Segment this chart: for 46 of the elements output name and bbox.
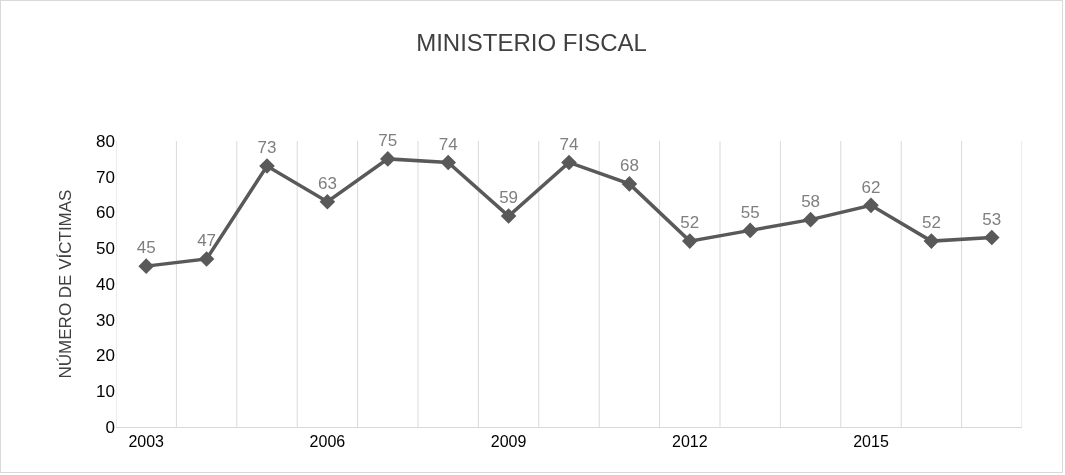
- data-label: 74: [438, 134, 458, 154]
- point: [319, 193, 336, 210]
- point: [561, 154, 577, 171]
- y-tick-label: 50: [96, 239, 115, 259]
- data-label: 45: [136, 238, 156, 258]
- point: [863, 197, 879, 214]
- y-tick-label: 40: [96, 274, 115, 294]
- y-tick-label: 30: [96, 310, 115, 330]
- point: [259, 158, 275, 174]
- point: [742, 222, 758, 239]
- point: [500, 208, 517, 224]
- point: [380, 151, 396, 167]
- point: [621, 176, 638, 192]
- x-tick-label: 2009: [490, 433, 527, 451]
- y-tick-label: 70: [96, 167, 115, 187]
- data-label: 52: [921, 213, 941, 233]
- data-label: 68: [619, 156, 639, 176]
- point: [682, 233, 698, 249]
- x-tick-label: 2015: [853, 433, 889, 451]
- y-tick-label: 0: [105, 417, 115, 437]
- point: [138, 258, 154, 274]
- chart-title: MINISTERIO FISCAL: [416, 28, 647, 56]
- y-tick-label: 10: [96, 382, 115, 402]
- data-label: 73: [257, 138, 277, 158]
- point: [198, 251, 215, 267]
- data-label: 58: [801, 191, 821, 211]
- point: [802, 211, 819, 228]
- data-label: 63: [317, 174, 337, 194]
- point: [440, 154, 456, 171]
- x-tick-label: 2003: [128, 433, 165, 451]
- y-tick-label: 20: [96, 346, 115, 366]
- data-label: 47: [197, 231, 217, 251]
- data-label: 52: [680, 213, 700, 233]
- point: [923, 233, 940, 249]
- point: [984, 229, 1000, 246]
- y-tick-label: 60: [96, 203, 115, 223]
- data-label: 74: [559, 134, 579, 154]
- data-label: 53: [982, 209, 1002, 229]
- data-label: 55: [740, 202, 760, 222]
- x-tick-label: 2006: [309, 433, 346, 451]
- data-label: 75: [378, 131, 398, 151]
- data-label: 62: [861, 177, 881, 197]
- y-axis-title: NÚMERO DE VÍCTIMAS: [55, 189, 75, 379]
- data-label: 59: [499, 188, 519, 208]
- y-tick-label: 80: [96, 131, 115, 151]
- x-tick-label: 2012: [672, 433, 708, 451]
